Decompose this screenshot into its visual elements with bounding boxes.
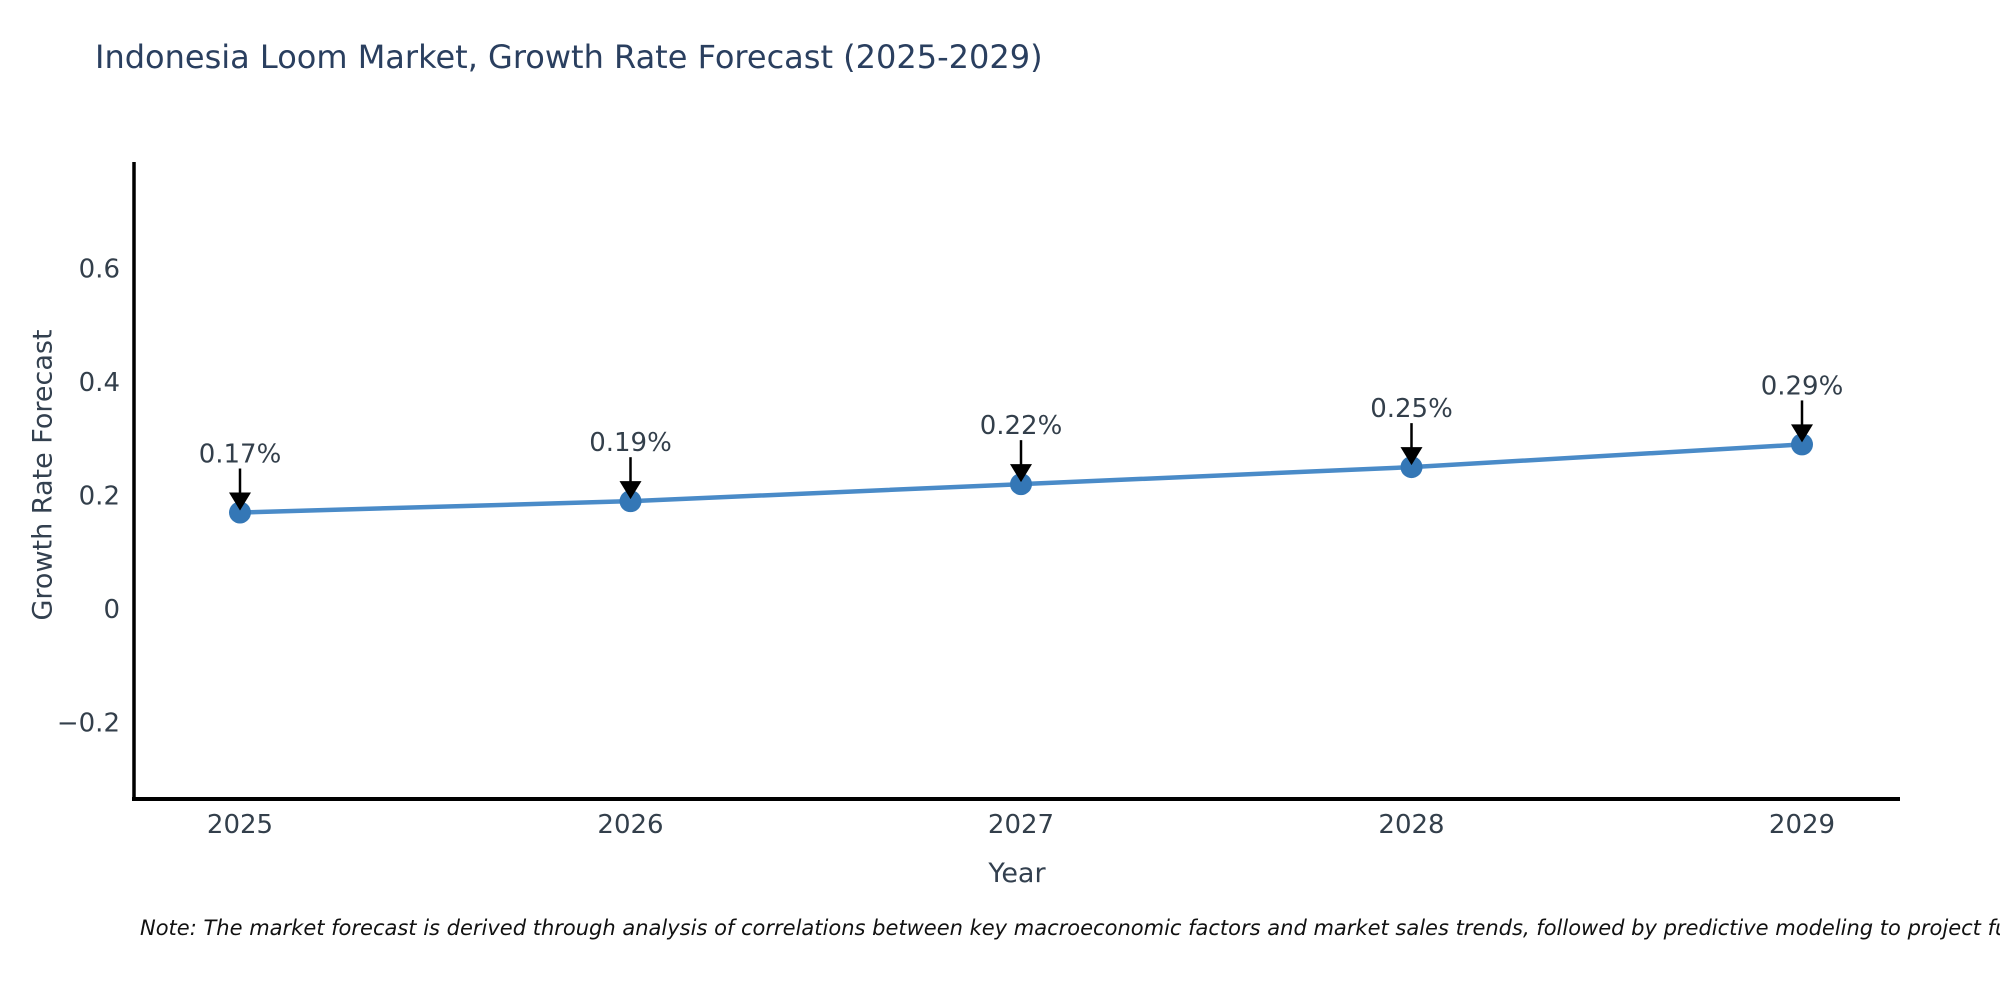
y-axis-title: Growth Rate Forecast: [27, 329, 59, 621]
y-axis-tick-labels: 0.6 0.4 0.2 0 −0.2: [57, 255, 120, 739]
x-axis-tick-labels: 2025 2026 2027 2028 2029: [207, 810, 1835, 840]
annotation-arrowhead-icon: [1791, 424, 1813, 443]
annotation-arrowhead-icon: [1010, 464, 1032, 483]
annotation-arrowhead-icon: [1400, 447, 1423, 466]
data-point-marker: [1400, 456, 1423, 479]
chart-title: Indonesia Loom Market, Growth Rate Forec…: [95, 38, 1043, 76]
data-point-label: 0.29%: [1761, 371, 1844, 401]
annotation-arrowhead-icon: [619, 481, 642, 500]
data-point-marker: [229, 501, 251, 524]
y-tick-label: 0: [103, 595, 120, 625]
y-tick-label: −0.2: [57, 709, 120, 739]
x-axis-title: Year: [988, 858, 1046, 889]
y-tick-label: 0.4: [79, 368, 120, 398]
data-point-marker: [619, 490, 642, 513]
data-point-label: 0.17%: [199, 440, 282, 470]
x-tick-label: 2028: [1378, 810, 1444, 840]
y-tick-label: 0.6: [79, 255, 120, 285]
data-point-marker: [1010, 473, 1032, 496]
point-annotations: 0.17% 0.19% 0.22% 0.25% 0.29%: [199, 371, 1844, 511]
data-point-label: 0.25%: [1370, 394, 1453, 424]
annotation-arrowhead-icon: [229, 492, 251, 511]
x-tick-label: 2025: [207, 810, 273, 840]
data-point-marker: [1791, 433, 1813, 456]
footnote: Note: The market forecast is derived thr…: [140, 916, 2000, 940]
data-point-label: 0.22%: [980, 411, 1063, 441]
y-tick-label: 0.2: [79, 482, 120, 512]
x-tick-label: 2029: [1769, 810, 1835, 840]
data-points: [229, 433, 1813, 524]
x-tick-label: 2026: [597, 810, 663, 840]
data-point-label: 0.19%: [589, 428, 672, 458]
x-tick-label: 2027: [988, 810, 1054, 840]
